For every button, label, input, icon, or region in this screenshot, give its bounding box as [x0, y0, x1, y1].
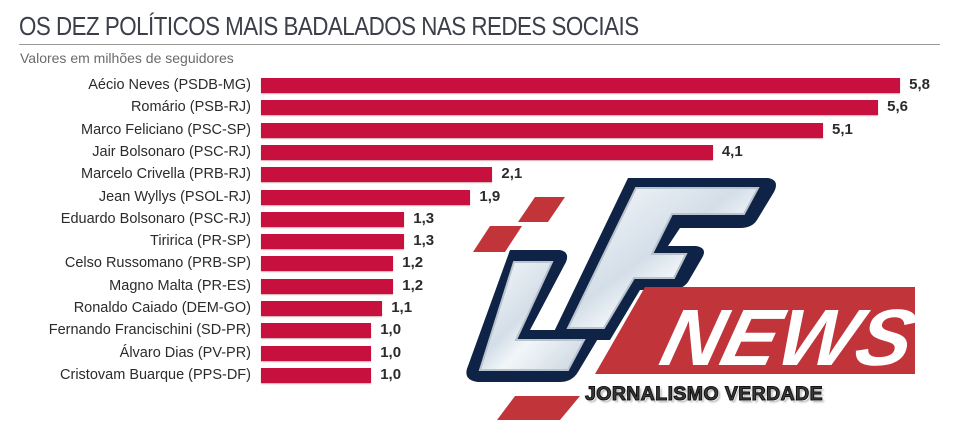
bar-value-label: 2,1	[501, 165, 523, 183]
bar-value-label: 1,3	[413, 232, 435, 250]
bar	[261, 323, 372, 339]
bar-value-label: 1,2	[402, 254, 424, 272]
bar-value-label: 5,8	[909, 76, 931, 93]
bar-value-label: 5,6	[887, 98, 908, 116]
bar	[261, 211, 405, 227]
bar	[261, 122, 824, 138]
bar-category-label: Marco Feliciano (PSC-SP)	[80, 121, 251, 138]
bar	[261, 167, 493, 183]
bar-value-label: 1,3	[413, 209, 435, 227]
bar	[261, 345, 372, 361]
bar	[261, 367, 372, 383]
bar-value-label: 1,0	[380, 365, 402, 383]
bar-row: Aécio Neves (PSDB-MG) 5,8	[0, 76, 957, 94]
bar-row: Ronaldo Caiado (DEM-GO) 1,1	[0, 299, 957, 317]
bar	[261, 144, 713, 160]
bar-category-label: Tiririca (PR-SP)	[150, 233, 251, 250]
bar-category-label: Álvaro Dias (PV-PR)	[119, 344, 251, 361]
bar-category-label: Magno Malta (PR-ES)	[109, 277, 251, 294]
bar	[261, 234, 405, 250]
bar-row: Romário (PSB-RJ) 5,6	[0, 98, 957, 116]
bar-value-label: 1,0	[380, 343, 402, 361]
bar-row: Magno Malta (PR-ES) 1,2	[0, 276, 957, 295]
bar-row: Jair Bolsonaro (PSC-RJ) 4,1	[0, 142, 957, 161]
bar-category-label: Aécio Neves (PSDB-MG)	[88, 77, 251, 93]
bar-row: Fernando Francischini (SD-PR) 1,0	[0, 321, 957, 339]
bar-value-label: 1,2	[402, 276, 424, 294]
bar-category-label: Eduardo Bolsonaro (PSC-RJ)	[60, 210, 251, 227]
bar-row: Jean Wyllys (PSOL-RJ) 1,9	[0, 187, 957, 206]
bar-row: Cristovam Buarque (PPS-DF) 1,0	[0, 365, 957, 384]
chart-title: OS DEZ POLÍTICOS MAIS BADALADOS NAS REDE…	[19, 11, 639, 41]
bar-value-label: 1,0	[380, 321, 402, 339]
bar-value-label: 4,1	[721, 142, 743, 160]
bar-category-label: Celso Russomano (PRB-SP)	[64, 255, 251, 272]
bar-row: Eduardo Bolsonaro (PSC-RJ) 1,3	[0, 209, 957, 228]
logo-tagline: JORNALISMO VERDADE	[585, 383, 824, 406]
bar-category-label: Marcelo Crivella (PRB-RJ)	[81, 166, 251, 183]
bar-category-label: Ronaldo Caiado (DEM-GO)	[73, 300, 251, 316]
bar	[261, 256, 394, 272]
bar-category-label: Fernando Francischini (SD-PR)	[48, 322, 251, 339]
bar	[261, 100, 879, 116]
bar	[261, 301, 383, 316]
chart-subtitle: Valores em milhões de seguidores	[20, 50, 234, 66]
bar-value-label: 1,1	[391, 299, 413, 316]
bar-value-label: 5,1	[832, 120, 853, 138]
bar-category-label: Romário (PSB-RJ)	[130, 99, 251, 116]
bar-row: Marcelo Crivella (PRB-RJ) 2,1	[0, 165, 957, 183]
bar	[261, 189, 471, 205]
bar-category-label: Cristovam Buarque (PPS-DF)	[60, 366, 251, 383]
bar-value-label: 1,9	[479, 187, 501, 205]
bar-category-label: Jean Wyllys (PSOL-RJ)	[98, 188, 251, 205]
bar-row: Marco Feliciano (PSC-SP) 5,1	[0, 120, 957, 139]
bar-row: Tiririca (PR-SP) 1,3	[0, 232, 957, 250]
bar-row: Celso Russomano (PRB-SP) 1,2	[0, 254, 957, 272]
bar-row: Álvaro Dias (PV-PR) 1,0	[0, 343, 957, 362]
bar-category-label: Jair Bolsonaro (PSC-RJ)	[92, 143, 251, 160]
bar	[261, 278, 394, 294]
title-divider	[19, 44, 940, 45]
bar	[261, 78, 901, 93]
